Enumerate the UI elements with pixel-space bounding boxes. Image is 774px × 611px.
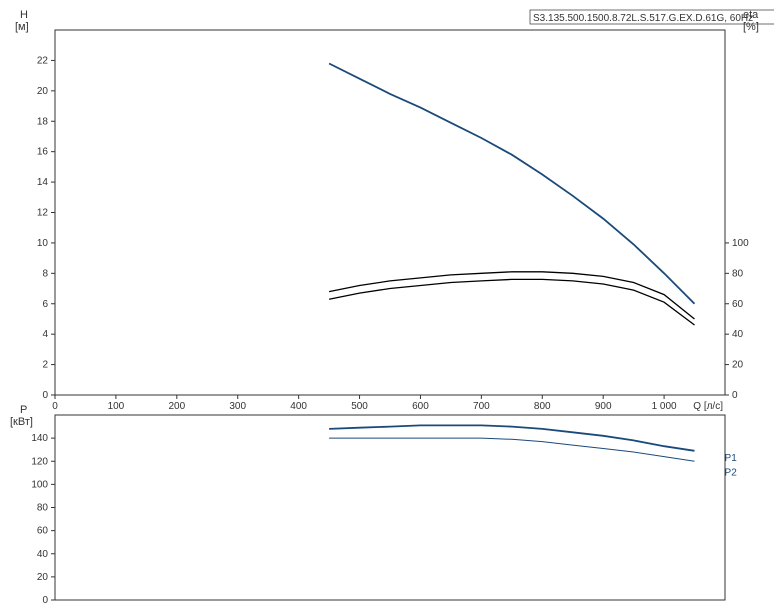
svg-text:400: 400 [290, 401, 307, 412]
svg-text:140: 140 [31, 433, 48, 444]
svg-text:0: 0 [52, 401, 58, 412]
svg-text:22: 22 [37, 55, 49, 66]
chart-title: S3.135.500.1500.8.72L.S.517.G.EX.D.61G, … [533, 13, 753, 24]
svg-text:300: 300 [229, 401, 246, 412]
p2-label: P2 [725, 467, 738, 478]
svg-text:800: 800 [534, 401, 551, 412]
svg-text:500: 500 [351, 401, 368, 412]
svg-text:10: 10 [37, 238, 49, 249]
eta-curve-2 [329, 279, 694, 325]
svg-text:40: 40 [37, 549, 49, 560]
svg-text:[%]: [%] [743, 21, 759, 33]
svg-text:600: 600 [412, 401, 429, 412]
svg-text:18: 18 [37, 116, 49, 127]
svg-text:100: 100 [31, 479, 48, 490]
svg-text:6: 6 [42, 299, 48, 310]
svg-text:H: H [20, 9, 28, 21]
svg-text:60: 60 [732, 299, 744, 310]
svg-text:120: 120 [31, 456, 48, 467]
svg-text:14: 14 [37, 177, 49, 188]
svg-text:4: 4 [42, 329, 48, 340]
svg-text:20: 20 [37, 572, 49, 583]
svg-text:20: 20 [37, 86, 49, 97]
pump-curve-chart: S3.135.500.1500.8.72L.S.517.G.EX.D.61G, … [0, 0, 774, 611]
svg-text:P: P [20, 404, 27, 416]
head-curve [329, 64, 694, 304]
svg-text:200: 200 [168, 401, 185, 412]
svg-text:80: 80 [37, 503, 49, 514]
svg-text:100: 100 [732, 238, 749, 249]
svg-text:0: 0 [732, 390, 738, 401]
svg-text:60: 60 [37, 526, 49, 537]
svg-text:eta: eta [743, 9, 759, 21]
svg-text:0: 0 [42, 595, 48, 606]
svg-text:Q [л/с]: Q [л/с] [693, 401, 723, 412]
svg-text:[м]: [м] [15, 21, 29, 33]
svg-text:8: 8 [42, 268, 48, 279]
svg-text:12: 12 [37, 208, 49, 219]
svg-text:16: 16 [37, 147, 49, 158]
svg-text:80: 80 [732, 268, 744, 279]
svg-text:20: 20 [732, 360, 744, 371]
svg-text:2: 2 [42, 360, 48, 371]
p1-label: P1 [725, 453, 738, 464]
svg-text:100: 100 [108, 401, 125, 412]
svg-text:900: 900 [595, 401, 612, 412]
svg-text:700: 700 [473, 401, 490, 412]
svg-text:[кВт]: [кВт] [10, 416, 33, 428]
svg-text:40: 40 [732, 329, 744, 340]
svg-text:1 000: 1 000 [652, 401, 677, 412]
svg-text:0: 0 [42, 390, 48, 401]
